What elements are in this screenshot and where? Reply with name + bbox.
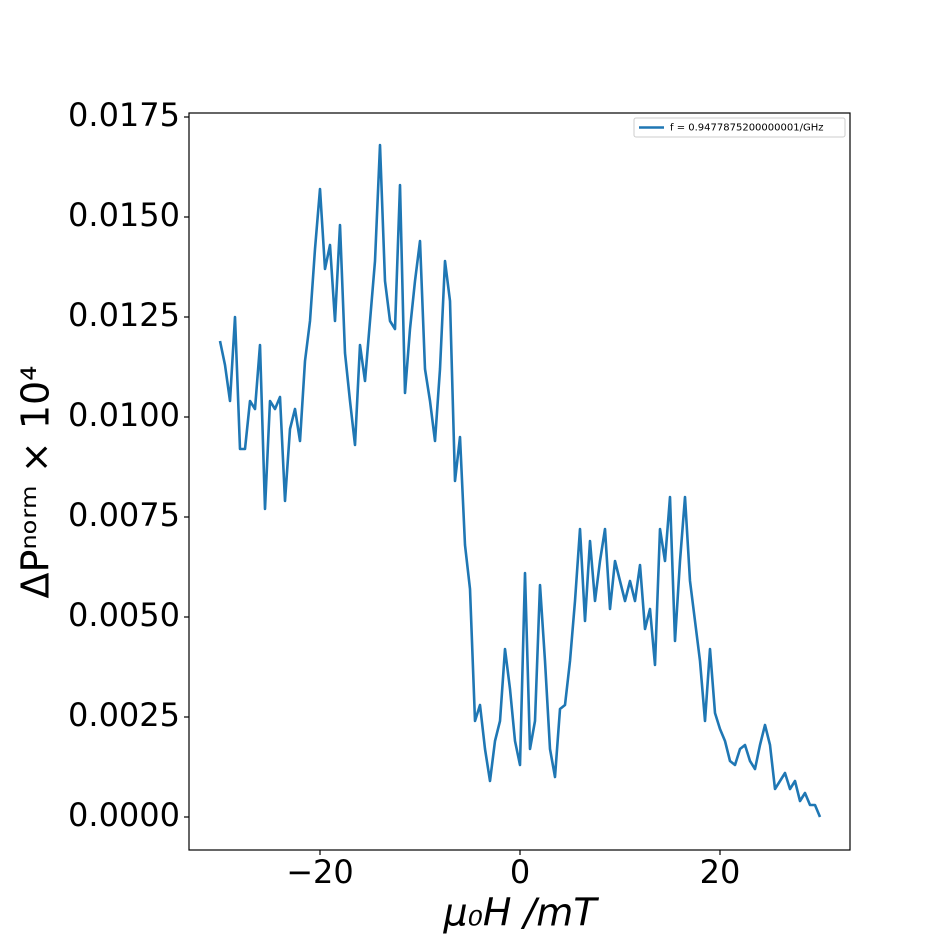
legend-box bbox=[633, 117, 846, 138]
x-tick-label: −20 bbox=[286, 853, 354, 891]
data-line bbox=[218, 143, 822, 818]
y-tick-label: 0.0025 bbox=[68, 696, 180, 734]
x-tick-label: 20 bbox=[700, 853, 741, 891]
x-tick-label: 0 bbox=[510, 853, 530, 891]
y-tick-label: 0.0150 bbox=[68, 196, 180, 234]
y-tick-label: 0.0125 bbox=[68, 296, 180, 334]
legend-label: f = 0.9477875200000001/GHz bbox=[670, 123, 823, 134]
y-tick-label: 0.0175 bbox=[68, 96, 180, 134]
plot-frame bbox=[188, 112, 851, 851]
y-tick-label: 0.0075 bbox=[68, 496, 180, 534]
y-tick-label: 0.0000 bbox=[68, 796, 180, 834]
y-axis-label: ΔPⁿᵒʳᵐ × 10⁴ bbox=[14, 366, 58, 599]
y-tick-label: 0.0100 bbox=[68, 396, 180, 434]
y-tick-label: 0.0050 bbox=[68, 596, 180, 634]
x-axis-label: μ₀H /mT bbox=[442, 891, 599, 935]
